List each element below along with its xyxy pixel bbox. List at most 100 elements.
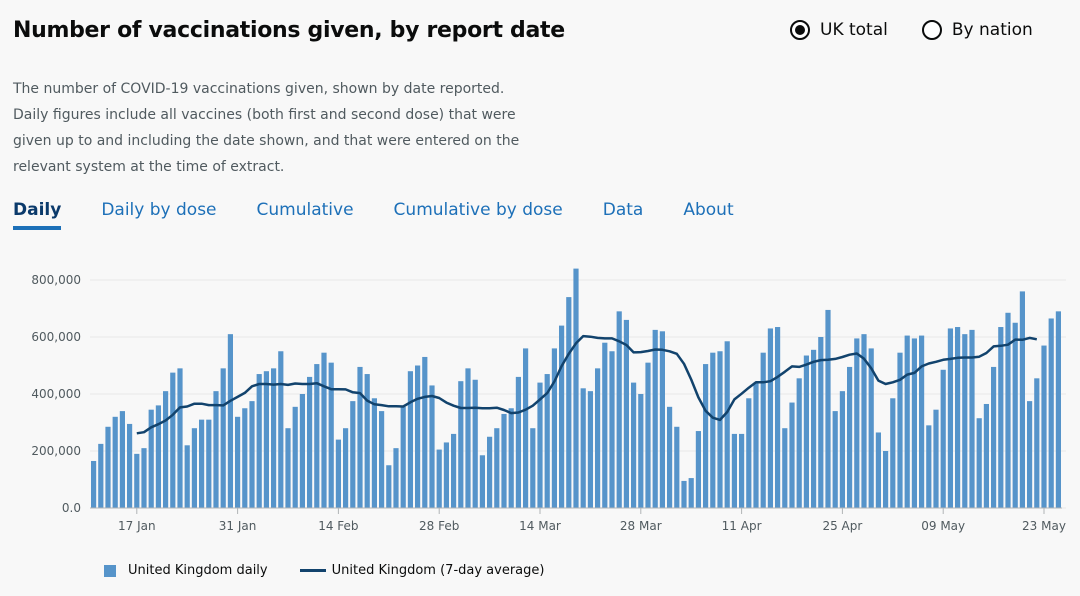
x-tick-label: 14 Feb — [318, 519, 358, 533]
daily-bar — [119, 411, 125, 508]
view-radio-group: UK total By nation — [790, 20, 1033, 40]
daily-bar — [818, 337, 824, 508]
daily-bar — [947, 328, 953, 508]
daily-bar — [458, 381, 464, 508]
tab-data[interactable]: Data — [602, 200, 644, 220]
daily-bar — [393, 448, 399, 508]
chart-tabs: Daily Daily by dose Cumulative Cumulativ… — [13, 200, 734, 230]
x-tick-label: 14 Mar — [519, 519, 561, 533]
y-tick-label: 600,000 — [31, 330, 81, 344]
daily-bar — [321, 352, 327, 508]
radio-uk-total[interactable]: UK total — [790, 20, 888, 40]
legend-daily-label: United Kingdom daily — [128, 563, 268, 578]
daily-bar — [155, 405, 161, 508]
daily-bar — [955, 327, 961, 508]
daily-bar — [710, 352, 716, 508]
x-tick-label: 23 May — [1022, 519, 1066, 533]
radio-unselected-icon[interactable] — [921, 20, 942, 40]
daily-bar — [760, 352, 766, 508]
tab-about[interactable]: About — [683, 200, 734, 220]
daily-bar — [919, 335, 925, 508]
daily-bar — [1027, 401, 1033, 508]
radio-selected-icon[interactable] — [790, 20, 810, 40]
x-tick-label: 25 Apr — [822, 519, 862, 533]
y-tick-label: 800,000 — [31, 273, 81, 287]
daily-bar — [875, 432, 881, 508]
daily-bar — [933, 409, 939, 508]
daily-bar — [220, 368, 226, 508]
tab-daily[interactable]: Daily — [13, 200, 62, 230]
daily-bar — [184, 445, 190, 508]
chart-legend: United Kingdom daily United Kingdom (7-d… — [104, 563, 544, 578]
daily-bar — [602, 342, 608, 508]
radio-by-nation-label[interactable]: By nation — [951, 20, 1033, 40]
radio-by-nation[interactable]: By nation — [921, 20, 1033, 40]
daily-bar — [883, 451, 889, 508]
daily-bar — [191, 428, 197, 508]
daily-bar — [429, 385, 435, 508]
daily-bar — [724, 341, 730, 508]
daily-bar — [501, 413, 507, 508]
daily-bar — [847, 366, 853, 508]
daily-bar — [861, 334, 867, 508]
daily-bar — [206, 419, 212, 508]
x-tick-label: 28 Mar — [620, 519, 662, 533]
daily-bar — [969, 329, 975, 508]
chart-axes: 0.0 200,000 400,000 600,000 800,000 17 Jan 31 … — [31, 273, 1066, 533]
daily-bar — [1034, 378, 1040, 508]
daily-bar — [868, 348, 874, 508]
x-tick-label: 09 May — [921, 519, 965, 533]
daily-bar — [515, 376, 521, 508]
legend-average-label: United Kingdom (7-day average) — [331, 563, 545, 578]
tab-cumulative[interactable]: Cumulative — [256, 200, 354, 220]
tab-daily-by-dose[interactable]: Daily by dose — [101, 200, 217, 220]
daily-bar — [407, 371, 413, 508]
daily-bar — [717, 351, 723, 508]
daily-bar — [803, 355, 809, 508]
daily-bar — [616, 311, 622, 508]
daily-bar — [688, 478, 694, 508]
daily-bar — [911, 338, 917, 508]
bar-series — [91, 268, 1061, 508]
daily-bar — [674, 426, 680, 508]
daily-bar — [314, 364, 320, 508]
daily-bar — [422, 356, 428, 508]
daily-bar — [357, 366, 363, 508]
daily-bar — [292, 406, 298, 508]
daily-bar — [573, 268, 579, 508]
daily-bar — [1048, 318, 1054, 508]
daily-bar — [1041, 345, 1047, 508]
daily-bar — [796, 378, 802, 508]
daily-bar — [530, 428, 536, 508]
daily-bar — [623, 319, 629, 508]
daily-bar — [703, 364, 709, 508]
y-tick-label: 400,000 — [31, 387, 81, 401]
tab-cumulative-by-dose[interactable]: Cumulative by dose — [393, 200, 563, 220]
radio-uk-total-label[interactable]: UK total — [820, 20, 888, 40]
daily-bar — [235, 416, 241, 508]
daily-bar — [926, 425, 932, 508]
daily-bar — [1019, 291, 1025, 508]
x-tick-label: 11 Apr — [722, 519, 762, 533]
daily-bar — [487, 436, 493, 508]
daily-bar — [451, 433, 457, 508]
daily-bar — [163, 391, 169, 508]
daily-bar — [98, 443, 104, 508]
daily-bar — [559, 325, 565, 508]
daily-bar — [350, 401, 356, 508]
vaccinations-chart: 0.0 200,000 400,000 600,000 800,000 17 Jan 31 … — [31, 268, 1066, 533]
daily-bar — [544, 374, 550, 508]
daily-bar — [127, 423, 133, 508]
daily-bar — [256, 374, 262, 508]
daily-bar — [105, 426, 111, 508]
y-tick-label: 0.0 — [62, 501, 81, 515]
y-tick-label: 200,000 — [31, 444, 81, 458]
daily-bar — [91, 460, 97, 508]
daily-bar — [983, 403, 989, 508]
x-tick-label: 28 Feb — [419, 519, 459, 533]
daily-bar — [328, 362, 334, 508]
daily-bar — [897, 352, 903, 508]
daily-bar — [479, 455, 485, 508]
average-line — [136, 334, 1038, 435]
daily-bar — [508, 408, 514, 508]
